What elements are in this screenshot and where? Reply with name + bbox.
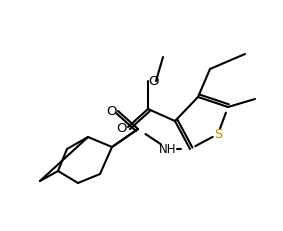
Text: O: O (106, 105, 116, 118)
Text: O: O (116, 121, 126, 134)
Text: S: S (214, 128, 222, 141)
Text: O: O (148, 75, 158, 88)
Text: NH: NH (159, 143, 177, 156)
